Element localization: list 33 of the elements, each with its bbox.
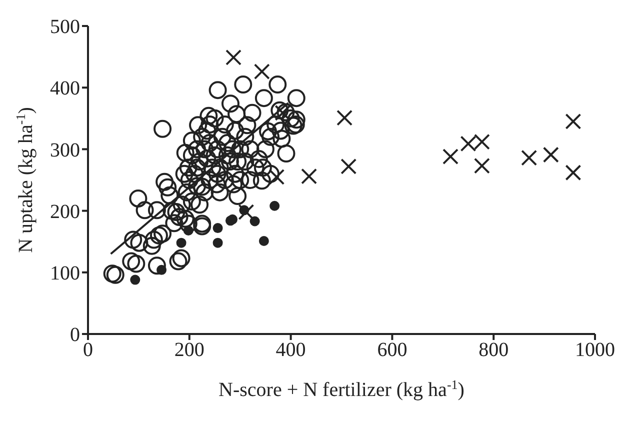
point	[336, 110, 353, 126]
point	[183, 226, 194, 236]
point	[442, 148, 459, 165]
x-tick-label: 600	[377, 339, 408, 362]
x-tick-label: 1000	[575, 339, 615, 362]
point	[521, 150, 538, 166]
point	[238, 204, 254, 220]
x-tick-label: 400	[276, 339, 306, 362]
y-tick-label: 300	[50, 139, 80, 162]
point	[176, 238, 186, 248]
y-tick-label: 500	[50, 16, 80, 38]
point	[268, 168, 285, 185]
point	[212, 238, 223, 248]
point	[301, 168, 318, 184]
point	[254, 64, 270, 80]
x-axis-title: N-score + N fertilizer (kg ha$^{-1}$)	[218, 376, 464, 401]
point	[258, 236, 269, 246]
y-tick-label: 200	[50, 200, 80, 223]
point	[565, 164, 582, 181]
y-tick-label: 400	[50, 78, 80, 100]
x-tick-label: 200	[174, 339, 204, 362]
point	[130, 274, 140, 285]
point	[212, 223, 223, 234]
x-tick-label: 800	[478, 339, 509, 362]
point	[542, 146, 559, 163]
point	[270, 200, 280, 211]
y-tick-label: 0	[70, 324, 80, 346]
point	[250, 216, 260, 226]
point	[565, 113, 582, 130]
y-tick-label: 100	[50, 262, 80, 284]
point	[226, 49, 242, 66]
point	[340, 158, 357, 174]
point	[474, 158, 490, 174]
